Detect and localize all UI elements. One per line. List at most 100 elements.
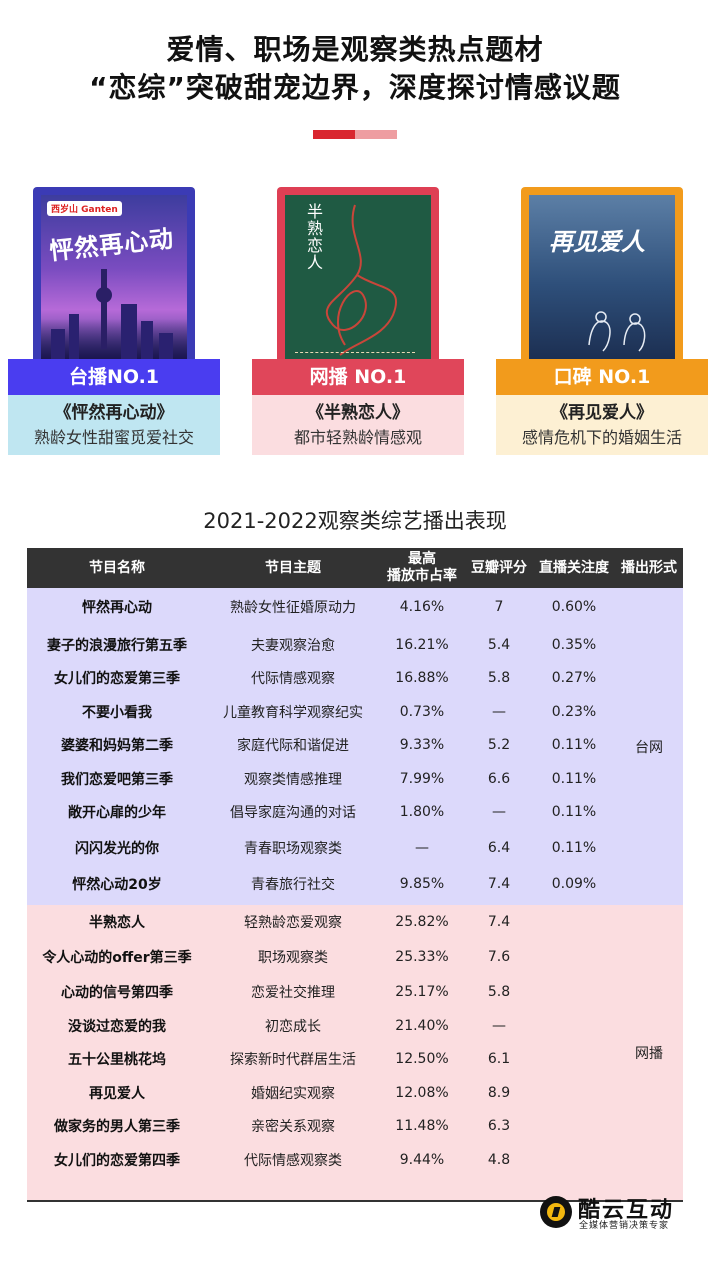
cell-theme: 探索新时代群居生活 [230, 1052, 356, 1068]
cell-share: 25.82% [395, 914, 449, 930]
cell-theme: 熟龄女性征婚原动力 [230, 600, 356, 616]
cell-name: 我们恋爱吧第三季 [61, 772, 173, 788]
headline-line-2: “恋综”突破甜宠边界，深度探讨情感议题 [89, 71, 621, 104]
cell-name: 闪闪发光的你 [75, 841, 159, 857]
poster-title-art: 半熟恋人 [307, 202, 324, 272]
cell-share: 21.40% [395, 1018, 449, 1034]
cell-theme: 青春旅行社交 [251, 877, 335, 893]
poster-tv-show: 西岁山 Ganten 怦然再心动 [33, 187, 195, 367]
cell-share: 12.08% [395, 1085, 449, 1101]
poster-web-show: 半熟恋人 [277, 187, 439, 367]
cell-name: 心动的信号第四季 [61, 985, 173, 1001]
cell-douban: 6.6 [487, 771, 511, 787]
cell-name: 怦然再心动 [82, 600, 152, 616]
brand-logo: 酷云互动 全媒体营销决策专家 [540, 1192, 690, 1232]
table-row: 怦然再心动 熟龄女性征婚原动力 4.16% 7 0.60% [27, 590, 683, 624]
cell-theme: 婚姻纪实观察 [251, 1086, 335, 1102]
show-subtitle: 熟龄女性甜蜜觅爱社交 [33, 428, 194, 447]
show-subtitle: 感情危机下的婚姻生活 [521, 428, 682, 447]
cell-name: 女儿们的恋爱第三季 [54, 671, 180, 687]
cell-theme: 亲密关系观察 [251, 1119, 335, 1135]
table-row: 我们恋爱吧第三季 观察类情感推理 7.99% 6.6 0.11% [27, 762, 683, 796]
cell-theme: 初恋成长 [265, 1019, 321, 1035]
cell-name: 怦然心动20岁 [72, 877, 162, 893]
brand-logo-icon [540, 1196, 572, 1228]
cell-live: 0.23% [551, 704, 597, 720]
table-row: 半熟恋人 轻熟龄恋爱观察 25.82% 7.4 [27, 905, 683, 939]
table-row: 五十公里桃花坞 探索新时代群居生活 12.50% 6.1 [27, 1042, 683, 1076]
cell-live: 0.60% [551, 599, 597, 615]
cell-theme: 家庭代际和谐促进 [237, 738, 349, 754]
table-row: 做家务的男人第三季 亲密关系观察 11.48% 6.3 [27, 1109, 683, 1143]
cell-share: 16.21% [395, 637, 449, 653]
cell-live: 0.11% [551, 804, 597, 820]
cell-douban: 6.3 [487, 1118, 511, 1134]
poster-praise-show: 再见爱人 [521, 187, 683, 367]
red-thread-icon [325, 204, 398, 356]
cell-share: 25.33% [395, 949, 449, 965]
tv-tower-icon [96, 269, 112, 349]
cell-theme: 观察类情感推理 [244, 772, 342, 788]
card-tv-top: 西岁山 Ganten 怦然再心动 台播NO.1 《怦然再心动》 熟龄女性甜蜜觅爱… [8, 187, 220, 467]
cell-douban: 4.8 [487, 1152, 511, 1168]
cell-theme: 恋爱社交推理 [251, 985, 335, 1001]
cell-share: 25.17% [395, 984, 449, 1000]
card-description: 《半熟恋人》 都市轻熟龄情感观 [252, 395, 464, 455]
cell-name: 没谈过恋爱的我 [68, 1019, 166, 1035]
cell-share: 12.50% [395, 1051, 449, 1067]
cell-name: 再见爱人 [89, 1086, 145, 1102]
cell-share: 4.16% [399, 599, 445, 615]
show-title: 《怦然再心动》 [54, 403, 174, 423]
poster-divider [295, 352, 415, 355]
headline-line-1: 爱情、职场是观察类热点题材 [166, 33, 544, 66]
header-name: 节目名称 [89, 559, 145, 576]
header-theme: 节目主题 [265, 559, 321, 576]
poster-title-art: 怦然再心动 [48, 224, 176, 266]
form-cell-web: 网播 [635, 1045, 663, 1062]
cell-share: 1.80% [399, 804, 445, 820]
cell-share: — [415, 840, 429, 856]
tv-section: 台网 怦然再心动 熟龄女性征婚原动力 4.16% 7 0.60% 妻子的浪漫旅行第五季 夫妻… [27, 588, 683, 905]
cell-live: 0.27% [551, 670, 597, 686]
cell-share: 7.99% [399, 771, 445, 787]
table-row: 不要小看我 儿童教育科学观察纪实 0.73% — 0.23% [27, 695, 683, 729]
table-row: 女儿们的恋爱第三季 代际情感观察 16.88% 5.8 0.27% [27, 661, 683, 695]
table-row: 敞开心扉的少年 倡导家庭沟通的对话 1.80% — 0.11% [27, 795, 683, 829]
cell-live: 0.09% [551, 876, 597, 892]
accent-bar-red [313, 130, 355, 139]
cell-share: 9.44% [399, 1152, 445, 1168]
cell-douban: 7 [494, 599, 504, 615]
cell-theme: 倡导家庭沟通的对话 [230, 805, 356, 821]
show-title: 《半熟恋人》 [307, 403, 409, 423]
building-shape [159, 333, 173, 359]
table-row: 婆婆和妈妈第二季 家庭代际和谐促进 9.33% 5.2 0.11% [27, 728, 683, 762]
cell-name: 女儿们的恋爱第四季 [54, 1153, 180, 1169]
table-row: 闪闪发光的你 青春职场观察类 — 6.4 0.11% [27, 831, 683, 865]
cell-douban: — [492, 804, 506, 820]
building-shape [69, 314, 79, 359]
cell-douban: 6.4 [487, 840, 511, 856]
cell-theme: 儿童教育科学观察纪实 [223, 705, 363, 721]
cell-douban: 7.4 [487, 876, 511, 892]
cell-douban: 5.2 [487, 737, 511, 753]
building-shape [51, 329, 65, 359]
cell-live: 0.11% [551, 771, 597, 787]
cell-theme: 青春职场观察类 [244, 841, 342, 857]
cell-douban: 6.1 [487, 1051, 511, 1067]
cell-share: 11.48% [395, 1118, 449, 1134]
cell-share: 9.85% [399, 876, 445, 892]
cell-name: 敞开心扉的少年 [68, 805, 166, 821]
cell-douban: — [492, 704, 506, 720]
table-row: 怦然心动20岁 青春旅行社交 9.85% 7.4 0.09% [27, 867, 683, 901]
table-row: 心动的信号第四季 恋爱社交推理 25.17% 5.8 [27, 975, 683, 1009]
header-form: 播出形式 [621, 559, 677, 576]
cell-douban: — [492, 1018, 506, 1034]
header-share-line2: 播放市占率 [387, 568, 457, 584]
couple-figures-icon [588, 311, 646, 352]
brand-name: 酷云互动 [578, 1198, 675, 1223]
cell-share: 9.33% [399, 737, 445, 753]
table-title: 2021-2022观察类综艺播出表现 [203, 509, 507, 533]
rank-label: 网播 NO.1 [252, 359, 464, 395]
table-row: 妻子的浪漫旅行第五季 夫妻观察治愈 16.21% 5.4 0.35% [27, 628, 683, 662]
header-share: 最高 播放市占率 [379, 548, 465, 588]
